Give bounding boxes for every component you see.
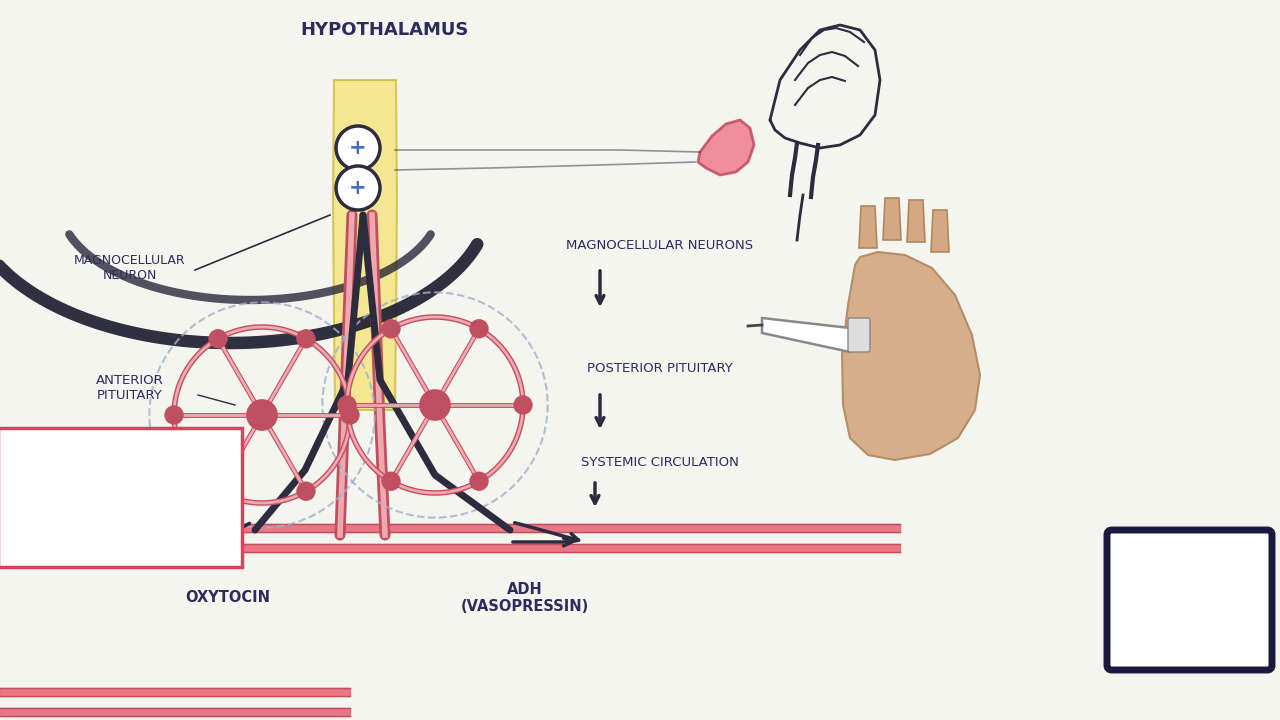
- Polygon shape: [698, 120, 754, 175]
- Text: RONS  AND ARE CLOSELY: RONS AND ARE CLOSELY: [8, 503, 156, 516]
- Polygon shape: [931, 210, 948, 252]
- Polygon shape: [908, 200, 925, 242]
- Text: ANTERIOR
PITUITARY: ANTERIOR PITUITARY: [96, 374, 164, 402]
- FancyBboxPatch shape: [0, 428, 242, 567]
- Text: ADH
(VASOPRESSIN): ADH (VASOPRESSIN): [461, 582, 589, 614]
- Circle shape: [164, 405, 184, 425]
- Circle shape: [340, 405, 360, 425]
- Circle shape: [296, 329, 316, 348]
- Text: MAGNOCELLULAR
NEURON: MAGNOCELLULAR NEURON: [74, 254, 186, 282]
- Circle shape: [338, 395, 357, 415]
- Circle shape: [381, 319, 401, 338]
- Text: RESIS: RESIS: [1158, 608, 1221, 628]
- Text: VAS: VAS: [1169, 565, 1211, 585]
- Polygon shape: [883, 198, 901, 240]
- Text: ONCED  BY MAGNOCELLULAR: ONCED BY MAGNOCELLULAR: [8, 474, 180, 487]
- Polygon shape: [842, 252, 980, 460]
- FancyBboxPatch shape: [849, 318, 870, 352]
- Text: POSTERIOR PITUITARY: POSTERIOR PITUITARY: [588, 361, 733, 374]
- FancyBboxPatch shape: [1107, 530, 1272, 670]
- Circle shape: [335, 166, 380, 210]
- Polygon shape: [333, 80, 397, 410]
- Circle shape: [296, 482, 316, 501]
- Text: OXYTOCIN: OXYTOCIN: [186, 590, 270, 606]
- Circle shape: [209, 482, 228, 501]
- Text: +: +: [349, 138, 367, 158]
- Polygon shape: [762, 318, 864, 352]
- Circle shape: [470, 472, 489, 491]
- Circle shape: [246, 399, 278, 431]
- Circle shape: [209, 329, 228, 348]
- Text: SYSTEMIC CIRCULATION: SYSTEMIC CIRCULATION: [581, 456, 739, 469]
- Circle shape: [513, 395, 532, 415]
- Text: HYPOTHALAMUS: HYPOTHALAMUS: [301, 21, 470, 39]
- Circle shape: [470, 319, 489, 338]
- Text: MAGNOCELLULAR NEURONS: MAGNOCELLULAR NEURONS: [567, 238, 754, 251]
- Circle shape: [381, 472, 401, 491]
- Text: UCIN AND ADH  ARE: UCIN AND ADH ARE: [8, 444, 127, 456]
- Circle shape: [419, 390, 451, 420]
- Text: LATED  PEPTIDES: LATED PEPTIDES: [8, 534, 109, 546]
- Circle shape: [335, 126, 380, 170]
- Polygon shape: [859, 206, 877, 248]
- Text: +: +: [349, 178, 367, 198]
